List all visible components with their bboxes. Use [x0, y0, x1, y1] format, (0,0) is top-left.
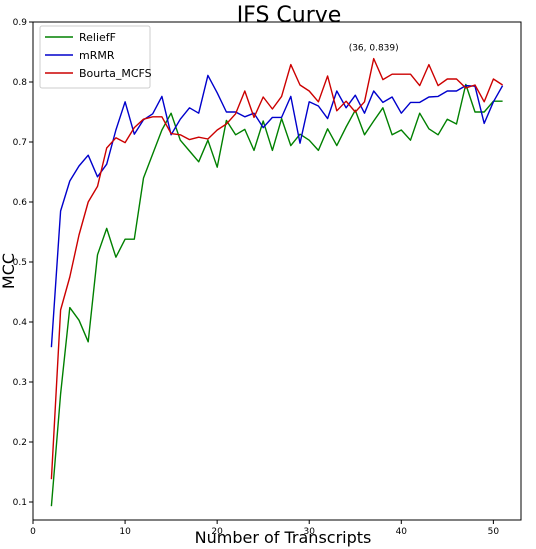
annotation-layer: (36, 0.839)	[349, 44, 399, 54]
y-tick-label: 0.7	[13, 138, 27, 148]
legend-entry: mRMR	[79, 49, 115, 62]
series-line-mrmr	[50, 74, 504, 348]
y-tick-label: 0.4	[13, 318, 28, 328]
x-tick-label: 40	[396, 527, 408, 537]
y-tick-label: 0.6	[13, 198, 28, 208]
x-tick-label: 10	[119, 527, 131, 537]
annotation-label: (36, 0.839)	[349, 44, 399, 54]
series-layer	[50, 57, 504, 507]
legend-entry: Bourta_MCFS	[79, 67, 152, 80]
y-tick-label: 0.1	[13, 498, 27, 508]
chart-title: IFS Curve	[237, 3, 342, 28]
x-tick-label: 20	[211, 527, 223, 537]
plot-area	[32, 21, 522, 521]
series-line-bourta-mcfs	[50, 57, 503, 480]
x-axis-label: Number of Transcripts	[195, 528, 372, 547]
series-line-relieff	[50, 83, 503, 507]
x-tick-label: 30	[303, 527, 315, 537]
x-tick-label: 50	[488, 527, 500, 537]
legend: ReliefF mRMR Bourta_MCFS	[39, 25, 152, 89]
y-axis: 0.1 0.2 0.3 0.4 0.5 0.6 0.7 0.8 0.9	[13, 18, 33, 508]
legend-entry: ReliefF	[79, 31, 116, 44]
y-axis-label: MCC	[0, 253, 18, 289]
y-tick-label: 0.8	[13, 78, 28, 88]
y-tick-label: 0.5	[13, 258, 27, 268]
y-tick-label: 0.2	[13, 438, 27, 448]
x-tick-label: 0	[30, 527, 36, 537]
y-tick-label: 0.3	[13, 378, 27, 388]
y-tick-label: 0.9	[13, 18, 28, 28]
x-axis: 0 10 20 30 40 50	[30, 520, 499, 537]
